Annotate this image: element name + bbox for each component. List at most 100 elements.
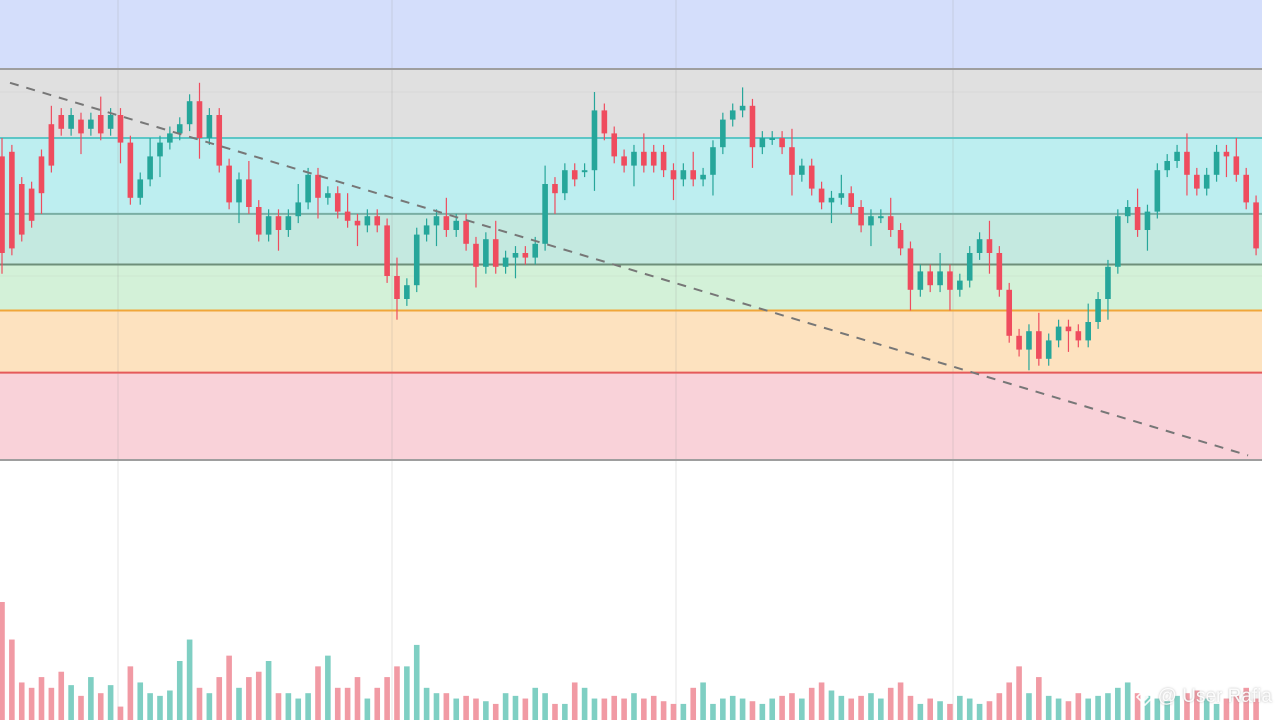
volume-bar [9,639,15,720]
volume-bar [1115,687,1121,720]
candle-body [897,230,904,249]
candle-body [976,239,983,253]
volume-bar [58,671,65,720]
candle-body [206,115,213,138]
candle-body [1253,202,1259,249]
candle-body [966,253,973,281]
volume-bar [512,695,519,720]
candle-body [927,271,934,286]
volume-bar [966,698,973,720]
candle-body [917,271,924,290]
volume-bar [433,693,440,720]
volume-bar [552,703,558,720]
candle-body [878,216,884,219]
candle-body [868,216,874,226]
volume-bar [1203,698,1210,720]
candle-body [88,119,94,129]
candle-body [1144,211,1151,230]
candle-body [364,216,371,226]
volume-bar [917,703,924,720]
volume-bar [1006,682,1013,720]
volume-bar [127,666,134,720]
candle-body [641,151,647,166]
candle-body [265,216,272,235]
zone-band [0,213,1262,265]
watermark: @ User Rafia [1135,686,1272,708]
volume-bar [581,687,588,720]
volume-bar [868,693,874,720]
volume-bar [18,682,25,720]
candle-body [739,105,746,111]
volume-bar [1154,698,1161,720]
candle-body [957,280,963,290]
candle-body [196,101,203,138]
candle-body [1164,161,1171,171]
candle-body [670,170,677,180]
candle-body [808,165,815,189]
volume-bar [571,682,578,720]
candle-body [354,220,361,226]
candle-body [1184,151,1190,175]
candle-body [660,151,667,171]
candle-body [1174,151,1180,161]
volume-bar [364,698,371,720]
candle-body [542,184,548,244]
volume-bar [1223,698,1230,720]
volume-bar [907,695,914,720]
candle-body [1243,174,1250,203]
candle-body [0,156,5,253]
candle-body [759,138,766,148]
volume-bar [1174,695,1180,720]
candle-body [522,253,529,258]
volume-bar [1134,693,1141,720]
candle-body [305,174,311,203]
candle-body [226,165,232,203]
candle-body [1006,289,1013,336]
volume-bar [404,666,410,720]
volume-bar [532,687,539,720]
volume-bar [1045,695,1052,720]
volume-bar [601,698,608,720]
volume-bar [1075,693,1082,720]
volume-bar [739,698,746,720]
volume-bar [1233,695,1240,720]
volume-bar [443,693,450,720]
candle-body [1134,207,1141,230]
candle-body [325,193,331,198]
volume-bar [670,703,677,720]
candle-body [374,216,381,226]
volume-bar [799,698,805,720]
volume-bar [226,655,232,720]
volume-bar [641,698,647,720]
volume-bar [265,661,272,720]
volume-bar [344,687,351,720]
volume-bar [808,687,815,720]
volume-bar [1065,701,1072,720]
volume-bar [492,703,499,720]
volume-bar [28,687,35,720]
volume-bar [720,698,726,720]
candle-body [690,170,697,180]
volume-bar [680,703,687,720]
candle-body [907,248,914,290]
volume-bar [818,682,825,720]
volume-bar [88,677,94,720]
candle-body [413,234,420,286]
volume-bar [848,698,855,720]
volume-bar [186,639,193,720]
volume-bar [690,687,697,720]
candle-body [157,142,163,157]
volume-bar [68,685,74,720]
candle-body [828,197,835,203]
candle-body [631,151,637,166]
volume-bar [0,602,5,720]
volume-bar [621,698,627,720]
candle-body [858,207,864,226]
candle-body [611,133,618,157]
volume-bar [325,655,331,720]
volume-bar [729,695,736,720]
volume-bar [878,698,884,720]
volume-bar [759,703,766,720]
candle-body [1065,326,1072,332]
